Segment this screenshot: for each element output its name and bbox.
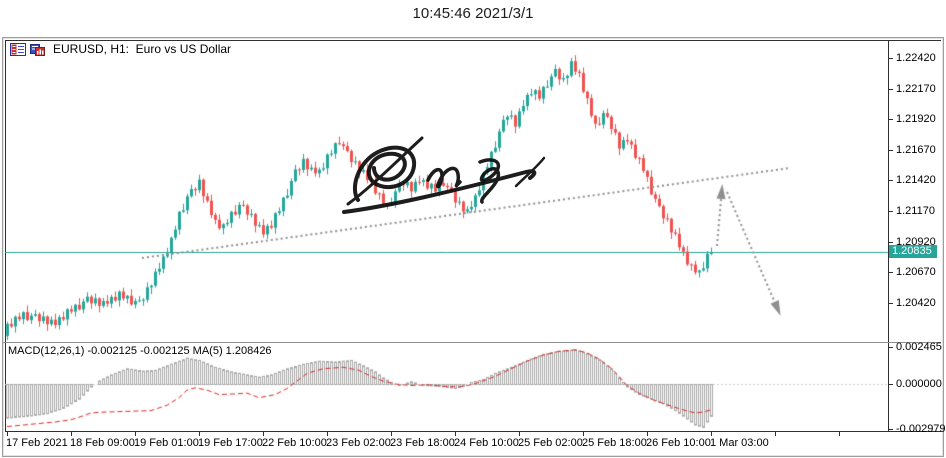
macd-tick xyxy=(889,384,893,385)
price-tick xyxy=(889,149,893,151)
macd-tick-label: -0.002979 xyxy=(896,423,946,436)
price-tick-label: 1.22170 xyxy=(896,82,936,95)
plot-frame-bottom xyxy=(5,431,941,432)
price-tick-label: 1.21420 xyxy=(896,174,936,187)
price-tick xyxy=(889,272,893,274)
time-tick-label: 19 Feb 17:00 xyxy=(198,437,263,449)
time-tick-label: 18 Feb 09:00 xyxy=(70,437,135,449)
time-tick xyxy=(391,432,392,436)
price-tick-label: 1.21920 xyxy=(896,113,936,126)
time-tick xyxy=(135,432,136,436)
price-tick xyxy=(889,241,893,243)
price-tick-label: 1.21170 xyxy=(896,205,935,217)
price-tick-label: 1.20670 xyxy=(896,266,936,279)
current-price-label: 1.20835 xyxy=(889,245,937,258)
macd-indicator-label: MACD(12,26,1) -0.002125 -0.002125 MA(5) … xyxy=(8,345,272,357)
time-tick xyxy=(263,432,264,436)
price-tick-label: 1.20920 xyxy=(896,235,936,248)
macd-tick-label: 0.002465 xyxy=(896,340,942,353)
bar-chart-icon[interactable] xyxy=(30,43,45,56)
time-tick-label: 26 Feb 10:00 xyxy=(646,437,711,449)
time-tick xyxy=(711,432,712,436)
time-tick-label: 19 Feb 01:00 xyxy=(134,437,199,449)
time-tick-label: 17 Feb 2021 xyxy=(6,437,68,449)
time-tick xyxy=(647,432,648,436)
price-tick xyxy=(889,119,893,121)
market-watch-icon[interactable] xyxy=(10,42,26,56)
price-tick xyxy=(889,211,893,212)
time-tick-label: 23 Feb 18:00 xyxy=(390,437,455,449)
macd-tick xyxy=(889,346,893,348)
price-tick xyxy=(889,88,893,90)
system-clock: 10:45:46 2021/3/1 xyxy=(412,5,534,22)
price-tick-label: 1.21670 xyxy=(896,143,936,156)
time-tick-label: 1 Mar 03:00 xyxy=(710,437,769,449)
price-chart-canvas[interactable] xyxy=(5,40,888,431)
price-tick xyxy=(889,58,893,59)
chart-title: EURUSD, H1: Euro vs US Dollar xyxy=(53,42,232,56)
price-tick-label: 1.22420 xyxy=(896,52,936,64)
time-tick xyxy=(455,432,456,436)
time-tick xyxy=(839,432,840,436)
time-tick-label: 24 Feb 10:00 xyxy=(454,437,519,449)
time-tick xyxy=(7,432,8,436)
time-tick-label: 25 Feb 02:00 xyxy=(518,437,583,449)
time-tick xyxy=(775,432,776,436)
time-tick xyxy=(199,432,200,436)
price-tick xyxy=(889,180,893,182)
price-tick xyxy=(889,302,893,304)
macd-tick-label: 0.000000 xyxy=(896,378,942,390)
price-tick-label: 1.20420 xyxy=(896,296,936,309)
chart-header: EURUSD, H1: Euro vs US Dollar xyxy=(10,42,231,56)
time-tick xyxy=(71,432,72,436)
time-tick-label: 22 Feb 10:00 xyxy=(262,437,327,449)
time-tick-label: 25 Feb 18:00 xyxy=(582,437,647,449)
time-tick xyxy=(583,432,584,436)
time-tick-label: 23 Feb 02:00 xyxy=(326,437,391,449)
time-tick xyxy=(519,432,520,436)
time-tick xyxy=(327,432,328,436)
price-axis-line xyxy=(888,40,889,432)
macd-tick xyxy=(889,429,893,431)
